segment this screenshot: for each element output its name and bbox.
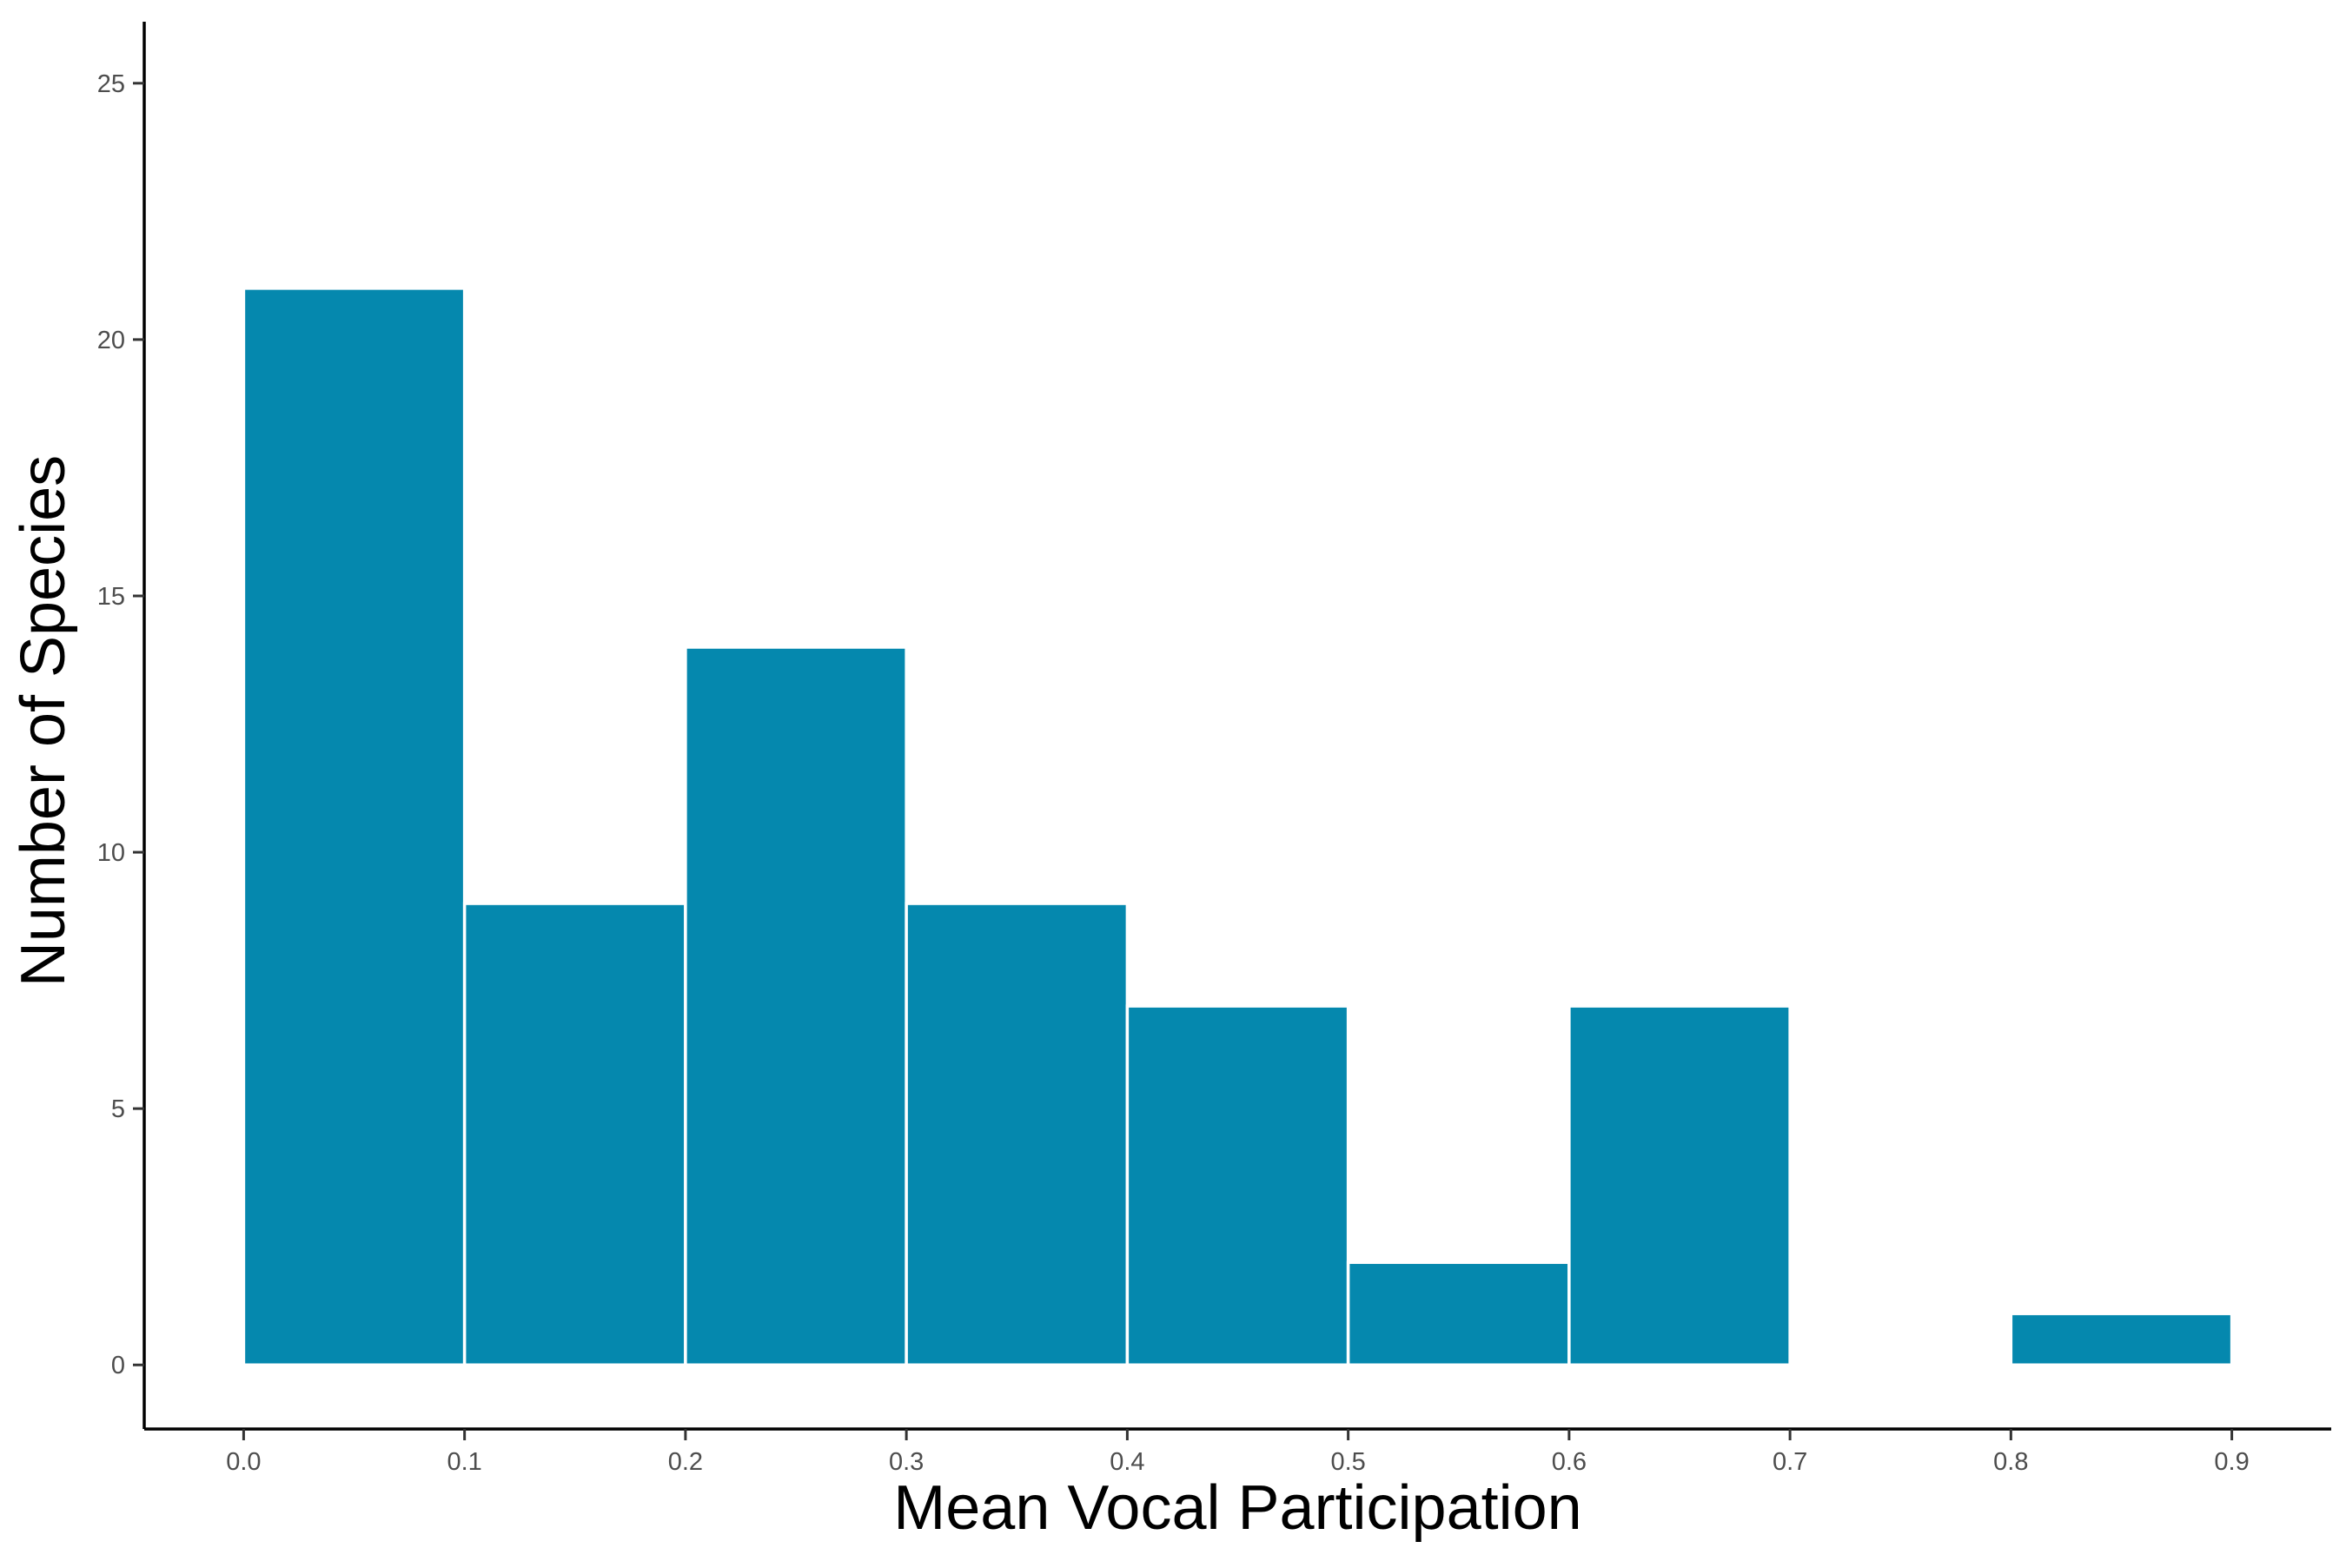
- histogram-bar-5: [1346, 1260, 1571, 1366]
- x-tick-label: 0.0: [226, 1448, 261, 1476]
- x-tick-label: 0.9: [2214, 1448, 2249, 1476]
- x-tick-label: 0.5: [1330, 1448, 1365, 1476]
- y-tick-label: 15: [97, 583, 125, 611]
- x-tick-label: 0.1: [447, 1448, 481, 1476]
- x-tick-label: 0.4: [1110, 1448, 1144, 1476]
- histogram-bar-8: [2009, 1312, 2234, 1366]
- x-tick-label: 0.6: [1552, 1448, 1587, 1476]
- bars-group: [242, 287, 2234, 1366]
- y-tick-label: 10: [97, 839, 125, 867]
- y-axis-title: Number of Species: [9, 455, 78, 987]
- y-axis-ticks: 0 5 10 15 20 25: [97, 70, 144, 1379]
- x-axis-ticks: 0.0 0.1 0.2 0.3 0.4 0.5 0.6 0.7 0.8 0.9: [226, 1429, 2250, 1476]
- histogram-bar-1: [462, 902, 687, 1366]
- histogram-bar-2: [684, 645, 908, 1366]
- x-tick-label: 0.8: [1993, 1448, 2028, 1476]
- histogram-bar-6: [1567, 1004, 1792, 1366]
- y-tick-label: 25: [97, 70, 125, 98]
- histogram-bar-3: [905, 902, 1130, 1366]
- histogram-bar-4: [1125, 1004, 1350, 1366]
- y-tick-label: 0: [111, 1352, 125, 1379]
- x-tick-label: 0.7: [1773, 1448, 1807, 1476]
- x-tick-label: 0.2: [668, 1448, 703, 1476]
- y-tick-label: 5: [111, 1095, 125, 1123]
- x-tick-label: 0.3: [889, 1448, 924, 1476]
- histogram-bar-0: [242, 287, 467, 1366]
- x-axis-title: Mean Vocal Participation: [893, 1473, 1581, 1543]
- y-tick-label: 20: [97, 327, 125, 354]
